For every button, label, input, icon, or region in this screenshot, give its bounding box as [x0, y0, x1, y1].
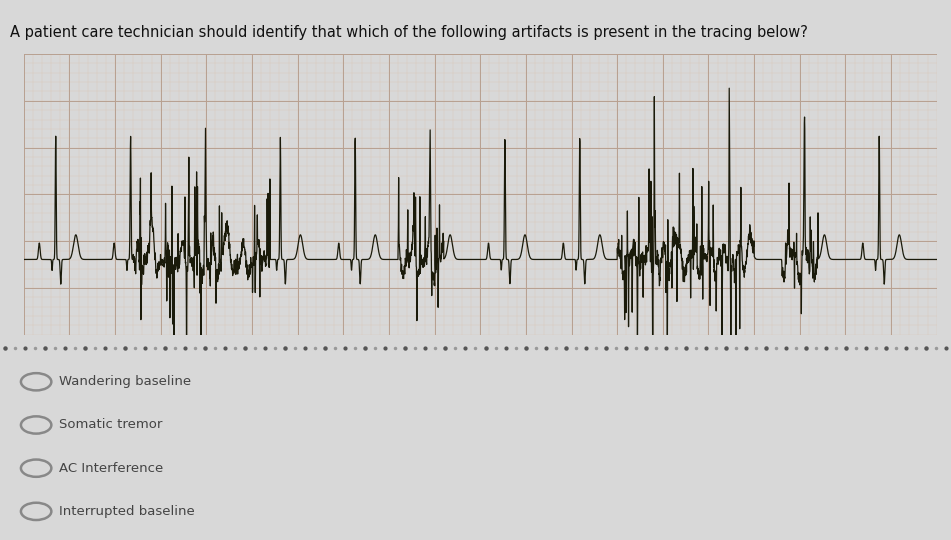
Text: Interrupted baseline: Interrupted baseline — [59, 505, 195, 518]
Text: AC Interference: AC Interference — [59, 462, 164, 475]
Text: A patient care technician should identify that which of the following artifacts : A patient care technician should identif… — [10, 25, 807, 40]
Text: Wandering baseline: Wandering baseline — [59, 375, 191, 388]
Text: Somatic tremor: Somatic tremor — [59, 418, 163, 431]
